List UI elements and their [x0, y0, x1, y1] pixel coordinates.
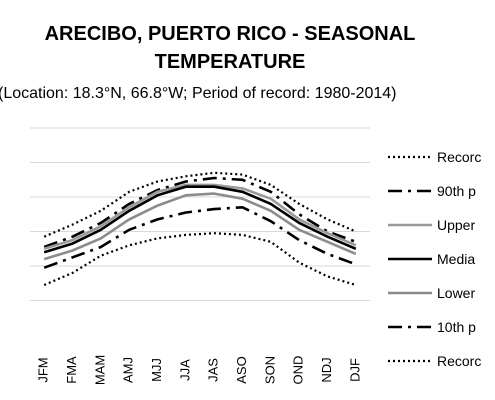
series-line-3: [43, 185, 357, 254]
x-tick-label: DJF: [347, 358, 362, 382]
series-line-4: [43, 192, 357, 261]
legend-label: 90th p: [437, 183, 476, 199]
x-tick-label: SON: [262, 356, 277, 384]
x-tick-label: JAS: [206, 358, 221, 382]
x-tick-label: JJA: [177, 359, 192, 381]
legend-label: 10th p: [437, 319, 476, 335]
x-tick-label: JFM: [36, 357, 51, 382]
chart-title-line2: TEMPERATURE: [155, 51, 306, 73]
legend: Recorc 90th p Upper Media Lower 10th p Recorc: [388, 149, 481, 369]
legend-label: Recorc: [437, 149, 481, 165]
series-line-0: [43, 171, 357, 238]
x-axis-tick-labels: JFM FMA MAM AMJ MJJ JJA JAS ASO SON OND NDJ DJF: [36, 355, 363, 385]
legend-label: Media: [437, 251, 475, 267]
x-tick-label: FMA: [64, 356, 79, 384]
legend-label: Recorc: [437, 353, 481, 369]
series-line-6: [43, 232, 357, 287]
series-line-2: [43, 183, 357, 251]
chart-subtitle: (Location: 18.3°N, 66.8°W; Period of rec…: [0, 85, 397, 102]
chart-title-line1: ARECIBO, PUERTO RICO - SEASONAL: [45, 23, 416, 45]
plot-series: [43, 171, 357, 287]
plot-gridlines: [30, 127, 370, 301]
x-tick-label: MAM: [92, 355, 107, 385]
series-line-1: [43, 176, 357, 249]
x-tick-label: ASO: [234, 356, 249, 383]
series-line-5: [43, 206, 357, 269]
x-tick-label: OND: [291, 356, 306, 385]
legend-label: Upper: [437, 217, 475, 233]
legend-label: Lower: [437, 285, 475, 301]
x-tick-label: NDJ: [319, 357, 334, 382]
x-tick-label: AMJ: [121, 357, 136, 383]
x-tick-label: MJJ: [149, 358, 164, 382]
